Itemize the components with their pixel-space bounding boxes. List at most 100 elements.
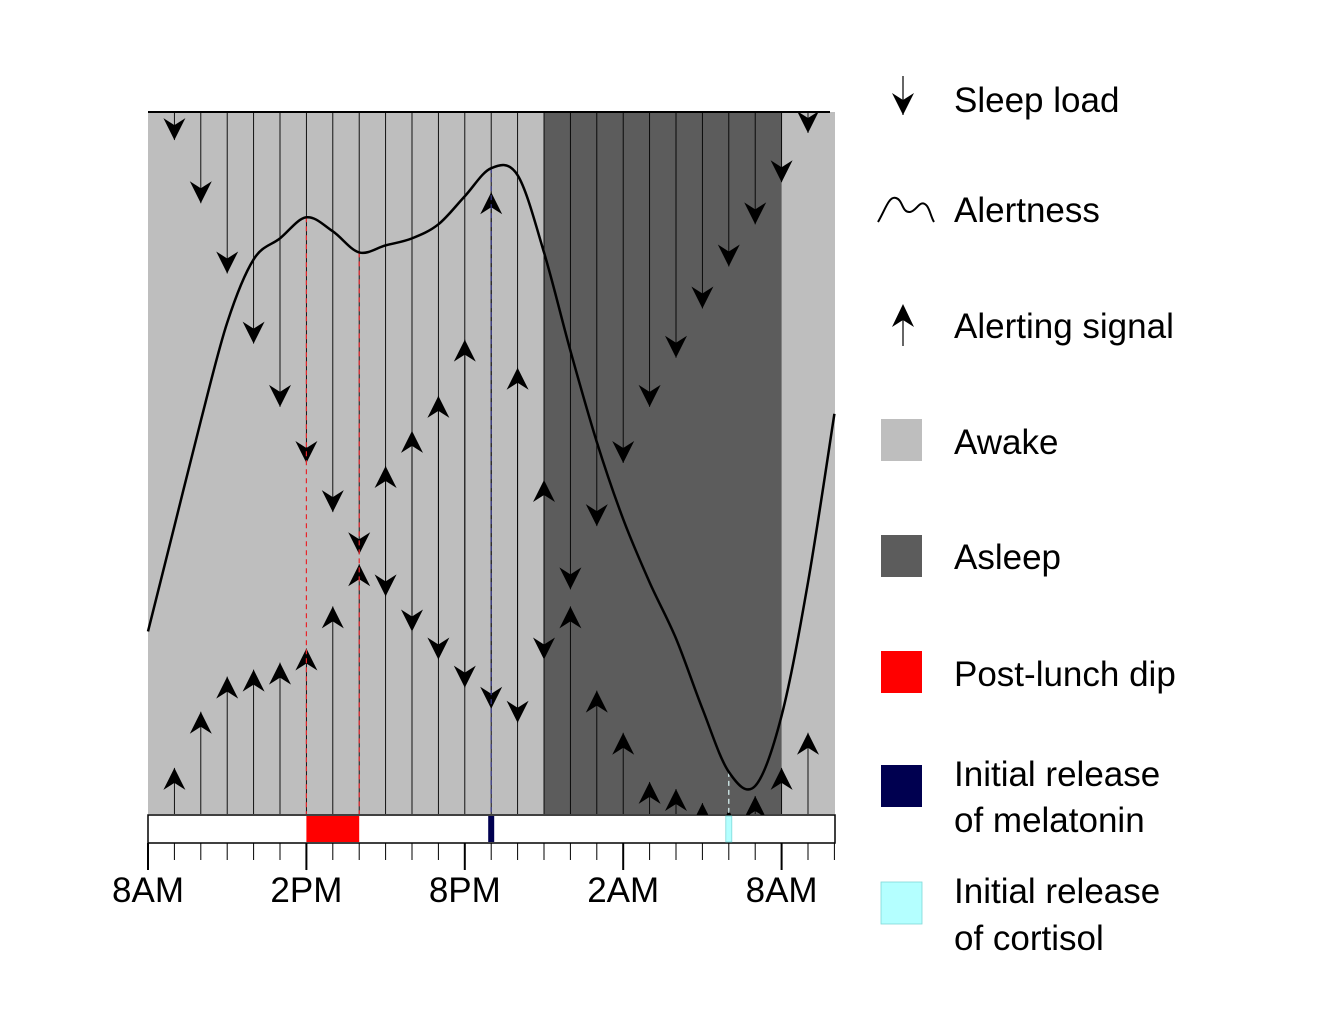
legend-melatonin: Initial release of melatonin xyxy=(881,755,1160,840)
sleep-load-arrow xyxy=(189,112,212,204)
legend-label-cortisol-line1: Initial release xyxy=(954,872,1160,911)
x-tick-label: 8AM xyxy=(746,871,818,910)
legend-label-melatonin-line1: Initial release xyxy=(954,755,1160,794)
alerting-signal-arrow xyxy=(744,795,767,818)
melatonin-release-bar xyxy=(488,816,495,842)
alerting-signal-arrow-head xyxy=(665,788,687,811)
alerting-signal-arrow-head xyxy=(744,795,767,818)
x-tick-label: 8PM xyxy=(429,871,501,910)
alerting-signal-arrow xyxy=(533,480,555,814)
alerting-signal-arrow-head xyxy=(480,192,503,215)
x-tick-label: 2AM xyxy=(587,871,659,910)
alerting-signal-arrow-head xyxy=(612,732,635,755)
alerting-signal-arrow-head xyxy=(453,339,476,362)
alerting-signal-series xyxy=(163,192,819,832)
legend-label-awake: Awake xyxy=(954,423,1058,462)
alerting-signal-arrow-head xyxy=(321,606,344,629)
sleep-load-arrow-head xyxy=(585,504,608,527)
alerting-signal-arrow xyxy=(216,676,239,814)
alerting-signal-arrow-head xyxy=(242,669,265,692)
sleep-load-arrow xyxy=(797,111,819,134)
alerting-signal-arrow xyxy=(797,732,819,814)
legend-alertness: Alertness xyxy=(877,191,1100,230)
legend-awake: Awake xyxy=(881,419,1058,462)
legend-asleep: Asleep xyxy=(881,535,1061,577)
alerting-signal-arrow-head xyxy=(770,767,793,790)
x-tick-label: 8AM xyxy=(112,871,184,910)
alerting-signal-arrow xyxy=(585,690,608,814)
legend-label-sleep-load: Sleep load xyxy=(954,81,1119,120)
legend-label-alertness: Alertness xyxy=(954,191,1100,230)
alertness-curve xyxy=(146,163,836,791)
awake-swatch xyxy=(881,419,922,461)
alerting-signal-arrow xyxy=(401,430,423,814)
alerting-signal-arrow xyxy=(269,662,291,814)
melatonin-swatch xyxy=(881,765,922,807)
sleep-load-arrow-head xyxy=(242,321,265,344)
alerting-signal-arrow xyxy=(453,339,476,814)
alerting-signal-arrow-head xyxy=(559,606,582,629)
legend-post-lunch-dip: Post-lunch dip xyxy=(881,651,1176,694)
legend-label-melatonin-line2: of melatonin xyxy=(954,801,1145,840)
x-axis: 8AM 2PM 8PM 2AM 8AM xyxy=(112,842,835,910)
alertness-legend-wave-icon xyxy=(877,196,935,223)
alerting-signal-arrow-head xyxy=(216,676,239,699)
sleep-load-arrow xyxy=(216,112,239,274)
sleep-load-arrow-head xyxy=(797,111,819,134)
alerting-signal-arrow-head xyxy=(163,767,186,790)
sleep-load-arrow-head xyxy=(612,441,635,463)
legend-cortisol: Initial release of cortisol xyxy=(880,872,1160,958)
sleep-load-arrow xyxy=(744,112,767,225)
sleep-load-arrow xyxy=(269,112,291,407)
asleep-swatch xyxy=(881,535,922,577)
sleep-load-arrow xyxy=(321,112,344,513)
sleep-load-arrow-head xyxy=(559,567,582,590)
sleep-load-arrow xyxy=(770,112,793,183)
cortisol-release-bar xyxy=(725,815,733,843)
sleep-load-arrow-head xyxy=(638,384,661,407)
alerting-signal-arrow-head xyxy=(189,711,212,734)
sleep-load-arrow xyxy=(242,112,265,344)
alerting-signal-arrow-head xyxy=(638,781,661,804)
legend: Sleep load Alertness Alerting signal Awa… xyxy=(877,76,1176,958)
sleep-load-arrow-head xyxy=(163,118,186,141)
post-lunch-dip-swatch xyxy=(881,651,922,693)
alerting-signal-legend-head-icon xyxy=(892,304,914,327)
post-lunch-dip-bar xyxy=(306,816,360,842)
legend-sleep-load: Sleep load xyxy=(892,76,1119,120)
asleep-region xyxy=(544,112,782,814)
sleep-load-arrow xyxy=(163,112,186,141)
alerting-signal-arrow xyxy=(374,466,397,814)
sleep-load-arrow-head xyxy=(189,181,212,204)
alerting-signal-arrow xyxy=(321,606,344,814)
alerting-signal-arrow xyxy=(665,788,687,814)
legend-alerting-signal: Alerting signal xyxy=(892,304,1174,346)
alerting-signal-arrow-head xyxy=(269,662,291,685)
sleep-load-arrow-head xyxy=(665,335,687,358)
alerting-signal-arrow-head xyxy=(506,367,529,390)
alerting-signal-arrow-head xyxy=(797,732,819,755)
sleep-load-arrow-head xyxy=(744,202,767,225)
sleep-load-arrow xyxy=(585,112,608,527)
sleep-load-arrow xyxy=(665,112,687,358)
alerting-signal-arrow xyxy=(189,711,212,814)
alerting-signal-arrow xyxy=(559,606,582,814)
event-guide-lines xyxy=(305,168,730,814)
legend-label-post-lunch-dip: Post-lunch dip xyxy=(954,655,1176,694)
alerting-signal-arrow xyxy=(612,732,635,814)
sleep-load-arrow xyxy=(691,112,714,309)
sleep-load-arrow xyxy=(612,112,635,463)
alerting-signal-arrow xyxy=(427,395,450,814)
sleep-load-arrow-head xyxy=(770,160,793,183)
event-timeline-bar xyxy=(147,814,836,844)
legend-label-cortisol-line2: of cortisol xyxy=(954,919,1104,958)
alerting-signal-arrow xyxy=(770,767,793,814)
sleep-load-arrow xyxy=(638,112,661,407)
sleep-load-arrow xyxy=(717,112,740,267)
alerting-signal-arrow-head xyxy=(533,480,555,503)
sleep-load-arrow-head xyxy=(321,490,344,513)
cortisol-swatch xyxy=(880,881,923,925)
legend-label-asleep: Asleep xyxy=(954,538,1061,577)
alerting-signal-arrow-head xyxy=(374,466,397,489)
